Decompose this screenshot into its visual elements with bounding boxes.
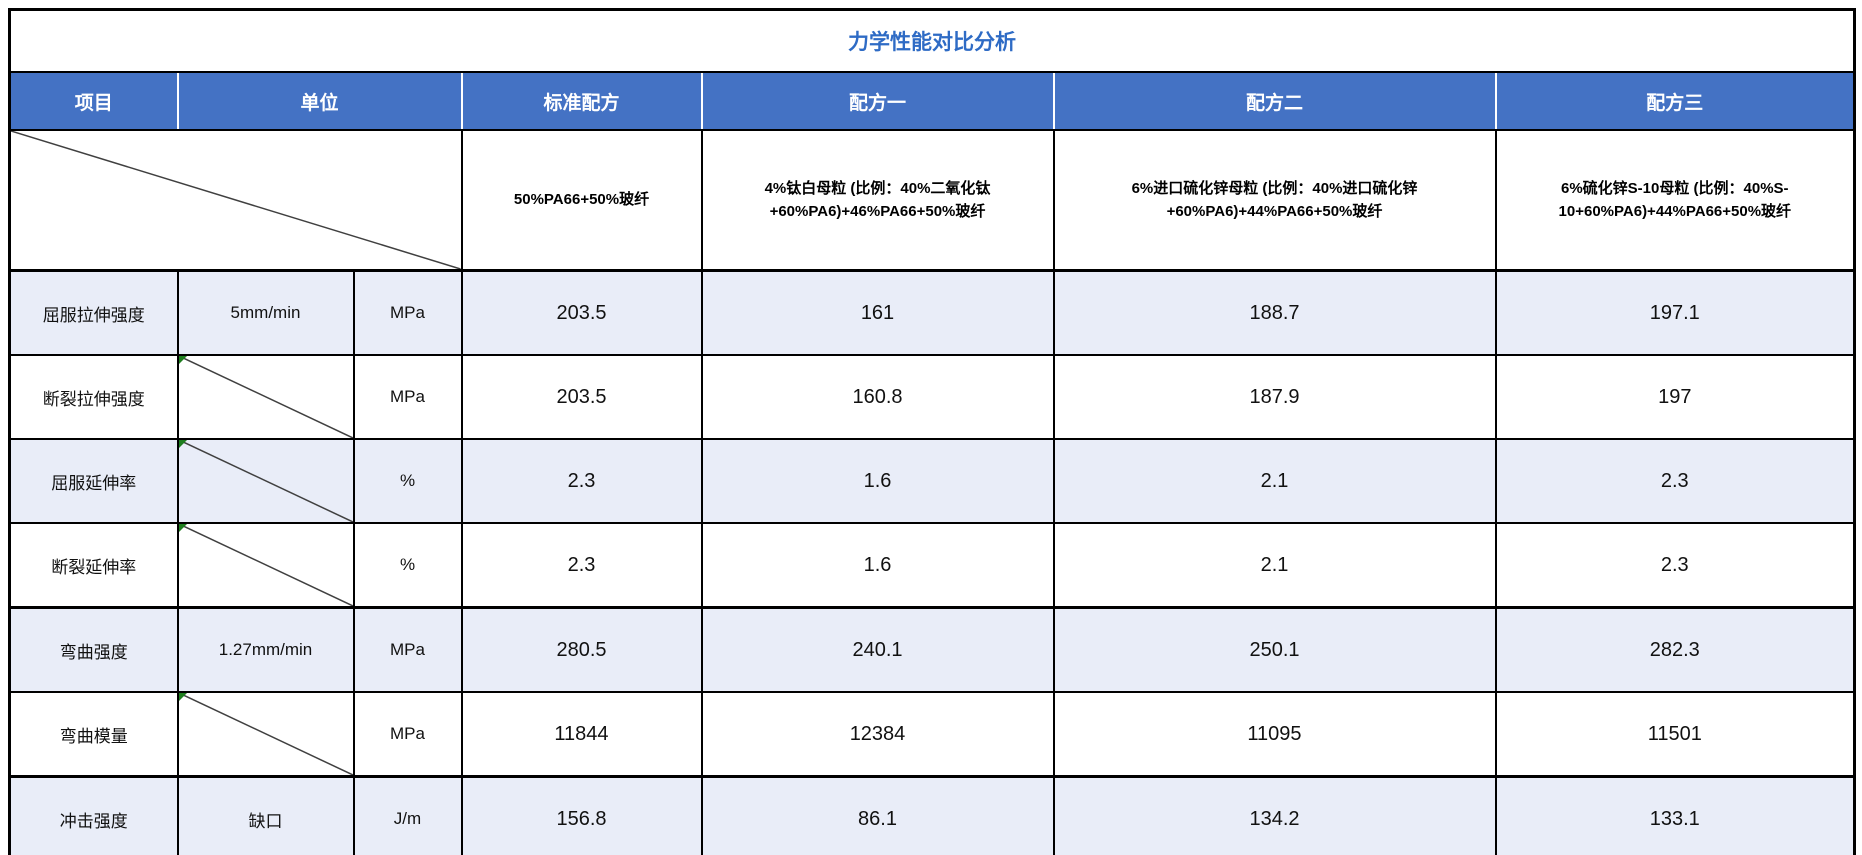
cell-value: 1.6 [700, 438, 1055, 524]
cell-value: 1.6 [700, 522, 1055, 609]
table-row: 断裂延伸率 % 2.3 1.6 2.1 2.3 [8, 522, 1856, 609]
cell-flag-icon [179, 524, 187, 532]
cell-test-speed: 5mm/min [176, 269, 355, 356]
cell-value: 11844 [460, 691, 703, 778]
cell-value: 197 [1494, 354, 1856, 440]
cell-item-label: 屈服延伸率 [8, 438, 179, 524]
header-row: 项目 单位 标准配方 配方一 配方二 配方三 [8, 71, 1856, 131]
cell-value: 86.1 [700, 775, 1055, 855]
cell-value: 2.3 [460, 438, 703, 524]
cell-unit: % [352, 522, 463, 609]
cell-formula-standard: 50%PA66+50%玻纤 [460, 129, 703, 272]
diagonal-line [11, 131, 461, 269]
table-row: 弯曲模量 MPa 11844 12384 11095 11501 [8, 691, 1856, 778]
cell-unit: MPa [352, 269, 463, 356]
column-header-formula-3: 配方三 [1494, 71, 1856, 131]
cell-item-label: 断裂延伸率 [8, 522, 179, 609]
cell-item-label: 冲击强度 [8, 775, 179, 855]
cell-value: 282.3 [1494, 606, 1856, 693]
cell-value: 2.3 [1494, 522, 1856, 609]
diagonal-line [179, 440, 353, 522]
cell-unit: % [352, 438, 463, 524]
cell-value: 134.2 [1052, 775, 1497, 855]
cell-value: 2.3 [1494, 438, 1856, 524]
diagonal-line [179, 693, 353, 775]
column-header-unit: 单位 [176, 71, 463, 131]
table-row: 弯曲强度 1.27mm/min MPa 280.5 240.1 250.1 28… [8, 606, 1856, 693]
formula-row: 50%PA66+50%玻纤 4%钛白母粒 (比例：40%二氧化钛+60%PA6)… [8, 129, 1856, 272]
cell-value: 2.3 [460, 522, 703, 609]
cell-value: 11095 [1052, 691, 1497, 778]
cell-value: 197.1 [1494, 269, 1856, 356]
cell-value: 2.1 [1052, 438, 1497, 524]
cell-value: 240.1 [700, 606, 1055, 693]
mechanical-properties-table: 力学性能对比分析 项目 单位 标准配方 配方一 配方二 配方三 50%PA66+… [8, 8, 1857, 855]
cell-item-label: 屈服拉伸强度 [8, 269, 179, 356]
cell-test-speed: 缺口 [176, 775, 355, 855]
cell-value: 203.5 [460, 269, 703, 356]
cell-value: 133.1 [1494, 775, 1856, 855]
cell-test-speed: 1.27mm/min [176, 606, 355, 693]
column-header-formula-2: 配方二 [1052, 71, 1497, 131]
cell-value: 280.5 [460, 606, 703, 693]
table-row: 屈服延伸率 % 2.3 1.6 2.1 2.3 [8, 438, 1856, 524]
cell-formula-2: 6%进口硫化锌母粒 (比例：40%进口硫化锌+60%PA6)+44%PA66+5… [1052, 129, 1497, 272]
column-header-formula-1: 配方一 [700, 71, 1055, 131]
cell-diagonal-blank [8, 129, 463, 272]
cell-item-label: 弯曲强度 [8, 606, 179, 693]
cell-flag-icon [179, 693, 187, 701]
cell-value: 12384 [700, 691, 1055, 778]
cell-test-speed-empty [176, 522, 355, 609]
cell-value: 156.8 [460, 775, 703, 855]
cell-value: 203.5 [460, 354, 703, 440]
cell-value: 250.1 [1052, 606, 1497, 693]
table-row: 冲击强度 缺口 J/m 156.8 86.1 134.2 133.1 [8, 775, 1856, 855]
cell-flag-icon [179, 441, 187, 448]
cell-value: 160.8 [700, 354, 1055, 440]
cell-test-speed-empty [176, 691, 355, 778]
cell-value: 11501 [1494, 691, 1856, 778]
cell-value: 187.9 [1052, 354, 1497, 440]
diagonal-line [179, 524, 353, 606]
column-header-item: 项目 [8, 71, 179, 131]
page-title: 力学性能对比分析 [8, 8, 1856, 73]
cell-unit: MPa [352, 606, 463, 693]
cell-unit: J/m [352, 775, 463, 855]
cell-flag-icon [179, 357, 187, 364]
cell-unit: MPa [352, 354, 463, 440]
cell-item-label: 断裂拉伸强度 [8, 354, 179, 440]
table-row: 屈服拉伸强度 5mm/min MPa 203.5 161 188.7 197.1 [8, 269, 1856, 356]
cell-value: 161 [700, 269, 1055, 356]
column-header-standard-formula: 标准配方 [460, 71, 703, 131]
diagonal-line [179, 356, 353, 438]
cell-test-speed-empty [176, 438, 355, 524]
cell-item-label: 弯曲模量 [8, 691, 179, 778]
table-row: 断裂拉伸强度 MPa 203.5 160.8 187.9 197 [8, 354, 1856, 440]
cell-test-speed-empty [176, 354, 355, 440]
cell-formula-1: 4%钛白母粒 (比例：40%二氧化钛+60%PA6)+46%PA66+50%玻纤 [700, 129, 1055, 272]
cell-formula-3: 6%硫化锌S-10母粒 (比例：40%S-10+60%PA6)+44%PA66+… [1494, 129, 1856, 272]
cell-value: 188.7 [1052, 269, 1497, 356]
cell-unit: MPa [352, 691, 463, 778]
cell-value: 2.1 [1052, 522, 1497, 609]
title-row: 力学性能对比分析 [8, 8, 1856, 73]
